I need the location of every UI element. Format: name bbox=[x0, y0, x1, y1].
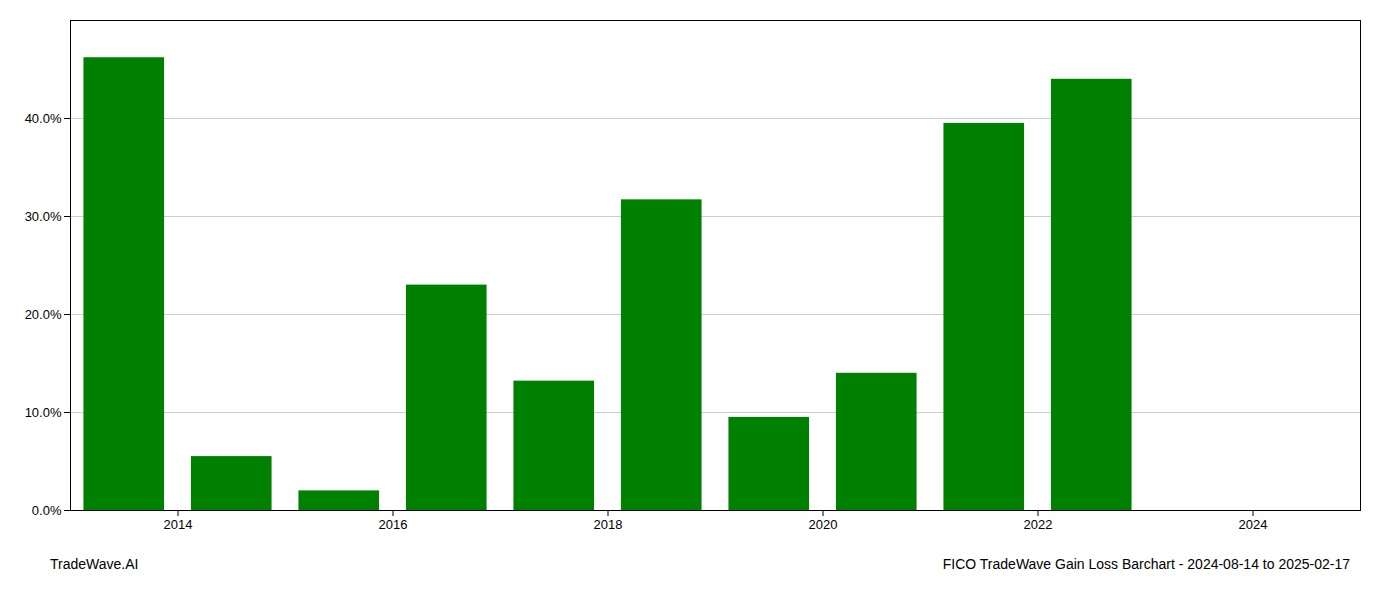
html-text:FICO TradeWave Gain Loss Barch: FICO TradeWave Gain Loss Barchart - 2024… bbox=[942, 556, 1350, 572]
svg-text:2016: 2016 bbox=[379, 517, 408, 532]
svg-text:2022: 2022 bbox=[1024, 517, 1053, 532]
svg-text:20.0%: 20.0% bbox=[25, 307, 62, 322]
svg-text:2018: 2018 bbox=[594, 517, 623, 532]
svg-text:30.0%: 30.0% bbox=[25, 209, 62, 224]
svg-text:2024: 2024 bbox=[1239, 517, 1268, 532]
svg-text:2020: 2020 bbox=[809, 517, 838, 532]
svg-text:2014: 2014 bbox=[164, 517, 193, 532]
svg-text:0.0%: 0.0% bbox=[32, 503, 62, 518]
svg-text:10.0%: 10.0% bbox=[25, 405, 62, 420]
html-text:TradeWave.AI: TradeWave.AI bbox=[50, 556, 139, 572]
svg-text:40.0%: 40.0% bbox=[25, 111, 62, 126]
